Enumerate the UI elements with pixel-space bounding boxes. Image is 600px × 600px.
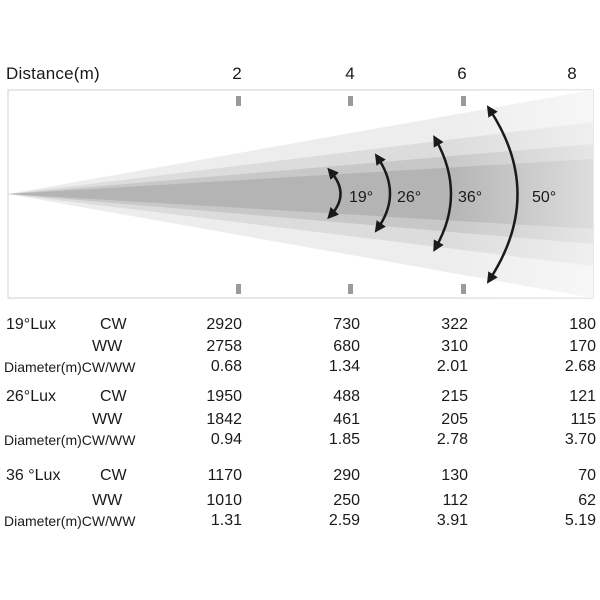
angle-label-26: 26° xyxy=(397,189,421,206)
value-cell: 322 xyxy=(441,316,468,333)
tick-mark xyxy=(348,96,353,106)
table-row: Diameter(m)CW/WW 0.94 1.85 2.78 3.70 xyxy=(0,431,600,453)
value-cell: 2920 xyxy=(206,316,242,333)
beam-svg: 19° 26° 36° 50° xyxy=(7,89,594,299)
beam-fade xyxy=(8,90,593,298)
beam-angle-diagram: 19° 26° 36° 50° xyxy=(0,88,600,300)
value-cell: 3.91 xyxy=(436,512,468,529)
group-title: 36 °Lux xyxy=(6,467,61,484)
distance-header: Distance(m) 2 4 6 8 xyxy=(0,0,600,90)
value-cell: 115 xyxy=(570,411,596,428)
distance-tick-label: 2 xyxy=(232,64,242,83)
distance-axis-title: Distance(m) xyxy=(6,64,100,83)
group-title: 19°Lux xyxy=(6,316,56,333)
tick-mark xyxy=(461,284,466,294)
angle-label-19: 19° xyxy=(349,189,373,206)
row-label: Diameter(m)CW/WW xyxy=(4,359,136,375)
value-cell: 461 xyxy=(333,411,360,428)
value-cell: 170 xyxy=(569,338,596,355)
value-cell: 0.68 xyxy=(210,358,242,375)
value-cell: 205 xyxy=(441,411,468,428)
value-cell: 1170 xyxy=(207,467,242,484)
table-row: WW 1010 250 112 62 xyxy=(0,492,600,514)
value-cell: 2.78 xyxy=(436,431,468,448)
row-label: Diameter(m)CW/WW xyxy=(4,432,136,448)
row-label: WW xyxy=(92,492,123,509)
table-row: Diameter(m)CW/WW 1.31 2.59 3.91 5.19 xyxy=(0,512,600,534)
tick-mark xyxy=(348,284,353,294)
table-row: 36 °Lux CW 1170 290 130 70 xyxy=(0,467,600,489)
table-row: WW 1842 461 205 115 xyxy=(0,411,600,433)
distance-tick-label: 8 xyxy=(567,64,577,83)
value-cell: 680 xyxy=(333,338,360,355)
value-cell: 250 xyxy=(333,492,360,509)
group-title: 26°Lux xyxy=(6,388,56,405)
value-cell: 215 xyxy=(441,388,468,405)
value-cell: 488 xyxy=(333,388,360,405)
value-cell: 1842 xyxy=(206,411,242,428)
row-label: WW xyxy=(92,411,123,428)
value-cell: 1.85 xyxy=(328,431,360,448)
angle-label-50: 50° xyxy=(532,189,556,206)
value-cell: 1950 xyxy=(206,388,242,405)
angle-arc-19 xyxy=(327,167,342,220)
value-cell: 290 xyxy=(333,467,360,484)
row-label: Diameter(m)CW/WW xyxy=(4,513,136,529)
value-cell: 130 xyxy=(441,467,468,484)
value-cell: 0.94 xyxy=(210,431,242,448)
value-cell: 730 xyxy=(333,316,360,333)
row-label: CW xyxy=(100,467,127,484)
value-cell: 62 xyxy=(578,492,596,509)
value-cell: 2.59 xyxy=(328,512,360,529)
value-cell: 180 xyxy=(569,316,596,333)
value-cell: 112 xyxy=(442,492,468,509)
value-cell: 310 xyxy=(441,338,468,355)
angle-label-36: 36° xyxy=(458,189,482,206)
angle-arc-36 xyxy=(433,135,453,252)
value-cell: 121 xyxy=(569,388,596,405)
angle-arc-26 xyxy=(374,153,392,233)
value-cell: 5.19 xyxy=(564,512,596,529)
tick-mark xyxy=(236,96,241,106)
tick-mark xyxy=(236,284,241,294)
value-cell: 2758 xyxy=(206,338,242,355)
value-cell: 70 xyxy=(578,467,596,484)
value-cell: 1010 xyxy=(206,492,242,509)
row-label: CW xyxy=(100,316,127,333)
table-row: Diameter(m)CW/WW 0.68 1.34 2.01 2.68 xyxy=(0,358,600,380)
row-label: CW xyxy=(100,388,127,405)
table-row: WW 2758 680 310 170 xyxy=(0,338,600,360)
value-cell: 1.34 xyxy=(328,358,360,375)
value-cell: 1.31 xyxy=(210,512,242,529)
angle-arc-50 xyxy=(486,105,519,284)
value-cell: 2.68 xyxy=(564,358,596,375)
value-cell: 3.70 xyxy=(564,431,596,448)
table-row: 26°Lux CW 1950 488 215 121 xyxy=(0,388,600,410)
value-cell: 2.01 xyxy=(436,358,468,375)
row-label: WW xyxy=(92,338,123,355)
tick-mark xyxy=(461,96,466,106)
distance-tick-label: 4 xyxy=(345,64,355,83)
distance-tick-label: 6 xyxy=(457,64,467,83)
table-row: 19°Lux CW 2920 730 322 180 xyxy=(0,316,600,338)
